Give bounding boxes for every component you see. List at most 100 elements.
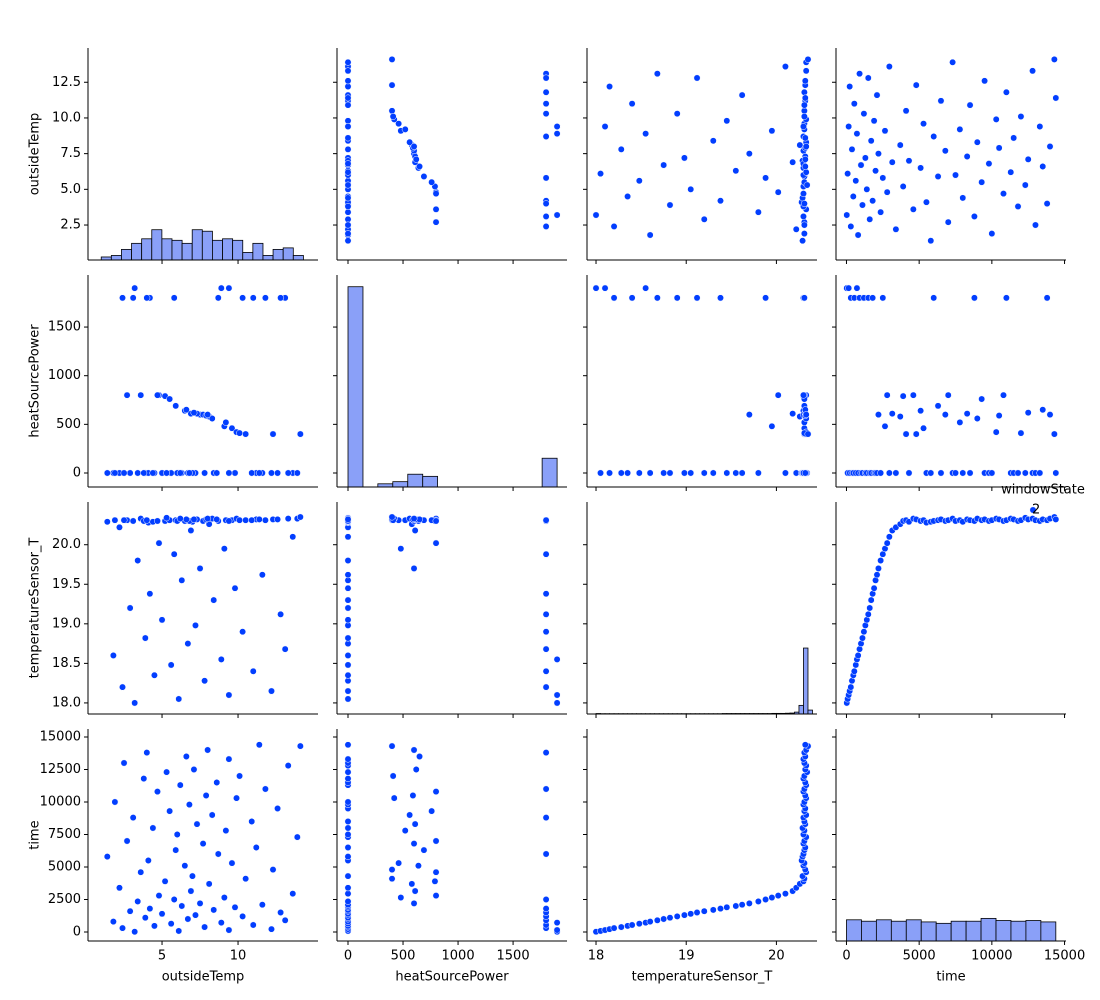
scatter-point [344, 755, 352, 763]
scatter-point [255, 741, 263, 749]
scatter-point [296, 742, 304, 750]
scatter-point [542, 550, 550, 558]
scatter-point [723, 117, 731, 125]
scatter-point [937, 469, 945, 477]
histogram-bar [141, 238, 153, 261]
scatter-point [344, 695, 352, 703]
scatter-point [941, 147, 949, 155]
scatter-point [248, 818, 256, 825]
x-tick-label: 1500 [497, 949, 530, 964]
scatter-point [344, 890, 352, 898]
scatter-point [158, 616, 166, 624]
scatter-point [937, 97, 945, 105]
scatter-point [190, 515, 198, 523]
scatter-point [680, 911, 688, 919]
scatter-point [542, 645, 550, 653]
scatter-point [542, 74, 550, 82]
scatter-point [717, 197, 724, 205]
scatter-point [344, 798, 352, 806]
scatter-point [646, 231, 654, 239]
y-tick-label: 2.5 [60, 218, 81, 233]
scatter-point [687, 910, 695, 918]
scatter-point [103, 518, 111, 526]
scatter-point [217, 919, 225, 927]
y-tick-label: 0 [73, 925, 81, 940]
scatter-point [344, 533, 352, 541]
scatter-point [170, 294, 178, 302]
scatter-point [553, 123, 561, 130]
scatter-point [208, 415, 216, 422]
scatter-point [553, 699, 561, 707]
scatter-point [738, 901, 746, 909]
scatter-point [542, 785, 550, 793]
scatter-point [888, 410, 896, 418]
scatter-point [150, 671, 158, 679]
scatter-point [126, 907, 134, 915]
scatter-point [143, 516, 151, 524]
scatter-point [875, 411, 882, 419]
scatter-point [428, 807, 436, 815]
scatter-point [140, 469, 148, 477]
scatter-point [296, 513, 304, 521]
scatter-point [666, 469, 674, 477]
scatter-point [182, 515, 190, 523]
scatter-point [853, 130, 861, 138]
scatter-point [249, 667, 257, 675]
scatter-point [103, 853, 111, 861]
scatter-point [542, 100, 550, 108]
scatter-point [738, 91, 746, 99]
scatter-point [917, 407, 925, 415]
scatter-point [754, 898, 762, 905]
histogram-bar [798, 704, 804, 715]
scatter-point [673, 110, 681, 118]
scatter-point [920, 424, 927, 432]
scatter-point [214, 850, 222, 858]
scatter-point [388, 107, 396, 115]
scatter-point [592, 211, 600, 219]
scatter-point [432, 205, 440, 213]
scatter-point [344, 208, 352, 216]
x-tick-label: 5000 [903, 949, 936, 964]
scatter-point [899, 392, 907, 400]
histogram-bar [890, 920, 907, 942]
x-tick-label: 5 [158, 949, 166, 964]
scatter-point [249, 921, 257, 929]
scatter-point [1039, 163, 1047, 170]
scatter-point [1007, 168, 1015, 176]
histogram-bar [110, 255, 122, 261]
scatter-point [431, 877, 439, 885]
scatter-point [774, 892, 782, 900]
scatter-point [261, 785, 269, 793]
scatter-point [181, 862, 189, 870]
scatter-point [542, 905, 550, 913]
scatter-point [988, 230, 996, 238]
scatter-point [892, 225, 900, 233]
scatter-point [542, 667, 550, 675]
scatter-point [848, 145, 856, 153]
scatter-point [864, 74, 872, 82]
scatter-point [693, 74, 701, 82]
scatter-point [201, 923, 209, 931]
histogram-bar [861, 920, 877, 942]
scatter-point [973, 415, 981, 422]
histogram-bar [541, 457, 558, 488]
scatter-point [175, 927, 183, 935]
scatter-point [774, 391, 782, 399]
scatter-point [801, 94, 809, 102]
scatter-point [970, 294, 978, 302]
scatter-point [344, 884, 352, 892]
scatter-point [768, 127, 776, 135]
scatter-point [628, 294, 636, 302]
scatter-point [1050, 55, 1058, 63]
scatter-point [187, 527, 195, 534]
scatter-point [220, 894, 228, 902]
scatter-point [412, 155, 420, 163]
scatter-point [201, 469, 209, 477]
scatter-point [172, 402, 180, 410]
scatter-point [344, 123, 352, 130]
scatter-point [389, 772, 397, 780]
scatter-point [628, 100, 636, 108]
scatter-point [959, 194, 967, 202]
histogram-bar [392, 481, 409, 488]
scatter-point [202, 792, 210, 799]
